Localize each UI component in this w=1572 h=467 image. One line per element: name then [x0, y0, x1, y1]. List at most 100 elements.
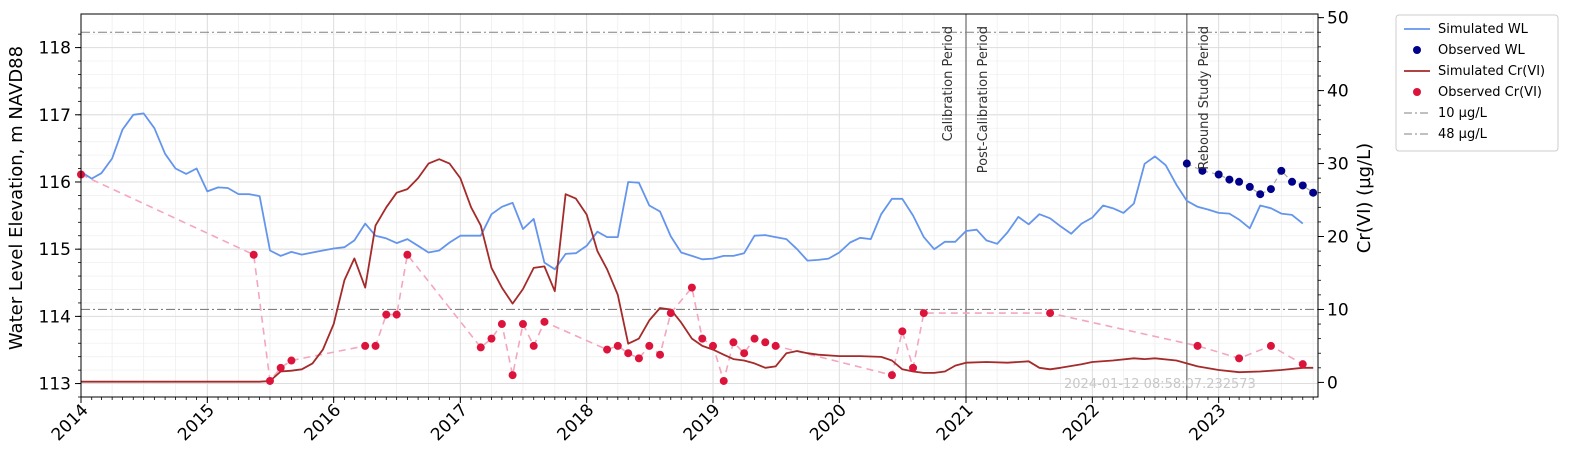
observed-cr-point [476, 343, 485, 352]
observed-cr-point [687, 283, 696, 292]
legend-label: Observed Cr(VI) [1438, 85, 1542, 100]
observed-cr-point [371, 341, 380, 350]
observed-cr-point [1266, 341, 1275, 350]
observed-cr-point [518, 320, 527, 329]
observed-cr-point [634, 354, 643, 363]
observed-wl-point [1266, 185, 1275, 194]
observed-cr-point [761, 338, 770, 347]
y-left-tick-label: 116 [39, 173, 71, 193]
period-label: Calibration Period [941, 26, 956, 141]
observed-cr-point [497, 320, 506, 329]
observed-wl-point [1198, 166, 1207, 175]
y-left-tick-label: 115 [39, 240, 71, 260]
y-left-tick-label: 117 [39, 106, 71, 126]
legend-box [1395, 14, 1559, 152]
observed-cr-point [898, 327, 907, 336]
observed-cr-connector-line [80, 173, 1304, 382]
observed-cr-point [382, 310, 391, 319]
observed-wl-point [1225, 175, 1234, 184]
observed-cr-point [771, 341, 780, 350]
x-tick-label: 2023 [1185, 400, 1230, 445]
observed-cr-point [729, 338, 738, 347]
legend: Simulated WL Observed WL Simulated Cr(VI) O… [1395, 14, 1559, 152]
observed-wl-point [1182, 159, 1191, 168]
observed-cr-point [909, 363, 918, 372]
legend-swatch-dot [1413, 88, 1421, 96]
legend-label: 48 µg/L [1438, 127, 1488, 142]
x-tick-label: 2022 [1059, 400, 1104, 445]
x-tick-label: 2018 [553, 400, 598, 445]
period-labels: Calibration Period Post-Calibration Perio… [941, 26, 1212, 173]
observed-cr-point [276, 363, 285, 372]
y-left-tick-label: 113 [39, 375, 71, 395]
y-right-tick-label: 30 [1327, 155, 1349, 175]
observed-cr-point [287, 356, 296, 365]
y-right-tick-label: 20 [1327, 228, 1349, 248]
y-right-tick-label: 50 [1327, 9, 1349, 29]
observed-cr-point [403, 250, 412, 259]
observed-cr-point [1046, 309, 1055, 318]
observed-wl-point [1256, 190, 1265, 199]
y-left-tick-label: 118 [39, 39, 71, 59]
observed-cr-point [740, 349, 749, 358]
x-tick-label: 2019 [680, 400, 725, 445]
y-left-tick-label: 114 [39, 307, 71, 327]
x-tick-label: 2021 [933, 400, 978, 445]
observed-cr-point [249, 250, 258, 259]
x-tick-label: 2020 [806, 400, 851, 445]
y-left-axis-label: Water Level Elevation, m NAVD88 [6, 46, 27, 350]
observed-cr-point [624, 349, 633, 358]
observed-cr-point [666, 309, 675, 318]
legend-label: Simulated WL [1438, 22, 1529, 37]
observed-cr-point [719, 376, 728, 385]
axis-ticks [75, 17, 1324, 403]
period-label: Post-Calibration Period [976, 26, 991, 173]
plot-frame [80, 13, 1319, 398]
observed-cr-point [529, 341, 538, 350]
series-layer [80, 112, 1314, 383]
observed-cr-point [603, 345, 612, 354]
x-tick-label: 2017 [427, 400, 472, 445]
observed-cr-point [487, 334, 496, 343]
y-right-tick-label: 10 [1327, 300, 1349, 320]
legend-label: 10 µg/L [1438, 106, 1488, 121]
observed-cr-point [645, 341, 654, 350]
observed-wl-point [1214, 170, 1223, 179]
x-tick-label: 2016 [300, 400, 345, 445]
observed-cr-point [656, 350, 665, 359]
marker-layer [77, 159, 1318, 385]
simulated-cr-line [81, 158, 1314, 383]
grid-major [81, 14, 1318, 397]
y-right-tick-labels: 0 10 20 30 40 50 [1327, 9, 1349, 394]
y-right-axis-label: Cr(VI) (µg/L) [1354, 143, 1375, 253]
observed-wl-point [1277, 166, 1286, 175]
observed-cr-point [508, 371, 517, 380]
observed-wl-point [1288, 177, 1297, 186]
x-tick-label: 2015 [174, 400, 219, 445]
legend-label: Observed WL [1438, 43, 1526, 58]
observed-cr-point [887, 371, 896, 380]
observed-cr-point [361, 341, 370, 350]
y-right-tick-label: 40 [1327, 82, 1349, 102]
observed-cr-point [698, 334, 707, 343]
observed-cr-point [540, 317, 549, 326]
observed-wl-point [1235, 177, 1244, 186]
y-right-tick-label: 0 [1327, 373, 1338, 393]
observed-wl-point [1298, 181, 1307, 190]
legend-label: Simulated Cr(VI) [1438, 64, 1545, 79]
observed-cr-point [392, 310, 401, 319]
timestamp-watermark: 2024-01-12 08:58:07.232573 [1064, 377, 1256, 392]
period-lines [965, 14, 1188, 397]
observed-wl-point [1309, 188, 1318, 197]
y-left-tick-labels: 113 114 115 116 117 118 [39, 39, 71, 395]
observed-cr-point [1193, 341, 1202, 350]
reference-lines [81, 31, 1318, 311]
legend-swatch-dot [1413, 46, 1421, 54]
observed-cr-point [1298, 360, 1307, 369]
observed-cr-point [265, 376, 274, 385]
observed-cr-point [1235, 354, 1244, 363]
simulated-wl-line [80, 112, 1304, 271]
observed-cr-point [919, 309, 928, 318]
observed-wl-point [1245, 182, 1254, 191]
